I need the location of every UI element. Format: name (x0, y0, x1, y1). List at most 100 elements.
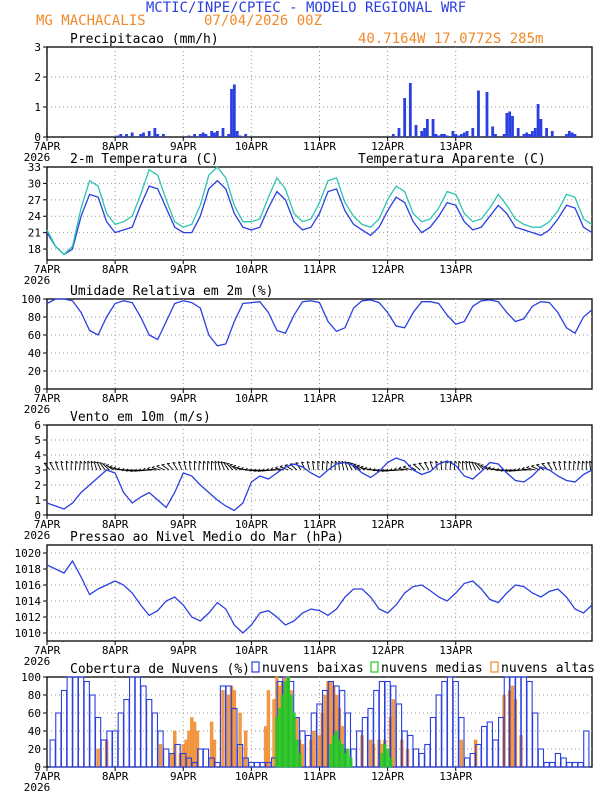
wind-barb-tip (65, 460, 69, 464)
wind-barb-tip (376, 468, 380, 472)
wind-barb (43, 462, 51, 471)
precip-bar (522, 134, 526, 137)
y-tick-label: 2 (34, 479, 41, 492)
wind-barb (558, 461, 562, 471)
x-year-label: 2026 (24, 151, 51, 164)
wind-barb-tip (198, 460, 202, 464)
x-tick-label: 9APR (170, 392, 197, 405)
wind-barb (471, 461, 477, 471)
series-line (46, 166, 593, 256)
cloud-bar (231, 707, 238, 768)
wind-barb (589, 461, 592, 471)
precip-bar (485, 92, 489, 137)
cloud-bar (532, 712, 539, 768)
wind-barb-tip (211, 460, 214, 464)
wind-barb-tip (183, 460, 187, 464)
panel-title: Pressao ao Nivel Medio do Mar (hPa) (70, 530, 344, 545)
precip-bar (434, 134, 438, 137)
wind-barb (424, 461, 430, 471)
panel-title: Umidade Relativa em 2m (%) (70, 284, 274, 299)
x-tick-label: 7APR (34, 263, 61, 276)
wind-barb (413, 463, 421, 471)
precip-bar (201, 132, 205, 137)
wind-barb-tip (295, 462, 299, 464)
x-tick-label: 9APR (170, 770, 197, 783)
precip-bar (491, 126, 495, 137)
wind-barb-tip (471, 461, 475, 464)
precip-bar (420, 131, 424, 137)
y-tick-label: 1014 (15, 595, 42, 608)
precip-bar (403, 98, 407, 137)
x-year-label: 2026 (24, 403, 51, 416)
panel-title: 2-m Temperatura (C) (70, 152, 219, 167)
wind-barb-tip (284, 464, 288, 466)
precip-bar (565, 134, 568, 137)
x-tick-label: 12APR (371, 140, 404, 153)
cloud-bar (340, 744, 344, 768)
wind-barb-tip (385, 468, 389, 472)
precip-bar (570, 132, 574, 137)
wind-barb-tip (474, 462, 478, 464)
y-tick-label: 0 (34, 509, 41, 522)
wind-barb-tip (389, 468, 393, 471)
wind-barb-tip (233, 464, 237, 467)
legend-swatch (370, 661, 379, 673)
wind-barb-tip (531, 464, 535, 467)
wind-barb-tip (552, 461, 557, 464)
y-tick-label: 6 (34, 419, 41, 432)
cloud-bar (181, 744, 185, 768)
precip-bar (437, 135, 441, 137)
precip-bar (505, 113, 509, 137)
wind-barb-tip (435, 460, 439, 464)
precip-bar (525, 132, 529, 137)
wind-barb-tip (458, 460, 462, 464)
x-tick-label: 8APR (102, 263, 129, 276)
y-tick-label: 1 (34, 101, 41, 114)
cloud-bar (209, 721, 214, 768)
wind-barb-tip (468, 461, 472, 464)
wind-barb-tip (331, 460, 334, 464)
cloud-bar (192, 721, 197, 768)
wind-barb (312, 461, 315, 471)
x-year-label: 2026 (24, 781, 51, 792)
y-tick-label: 40 (28, 725, 41, 738)
precip-bar (536, 104, 540, 137)
wind-barb-tip (270, 467, 274, 470)
wind-barb-tip (75, 460, 79, 464)
cloud-bar (300, 744, 305, 768)
panel-4: 0 1 2 3 4 5 6 7APR 8APR 9APR 10APR 11APR 12APR 13APR 2… (24, 410, 593, 542)
y-tick-label: 1018 (15, 563, 42, 576)
wind-barb (223, 462, 230, 471)
cloud-bar (295, 739, 299, 768)
x-tick-label: 13APR (439, 392, 472, 405)
wind-barb-tip (223, 462, 227, 464)
wind-barb-tip (573, 460, 577, 464)
y-tick-label: 24 (28, 210, 42, 223)
precip-bar (147, 131, 151, 137)
y-tick-label: 5 (34, 434, 41, 447)
cloud-bar (334, 730, 339, 768)
wind-barb (326, 460, 328, 471)
cloud-bar (583, 730, 590, 768)
series-line (46, 179, 593, 256)
x-tick-label: 7APR (34, 140, 61, 153)
x-tick-label: 11APR (303, 644, 336, 657)
y-tick-label: 80 (28, 689, 41, 702)
y-tick-label: 30 (28, 177, 41, 190)
precip-bar (440, 134, 443, 137)
wind-barb-tip (220, 461, 224, 464)
cloud-bar (337, 739, 342, 768)
y-tick-label: 27 (28, 194, 41, 207)
panel-title: Cobertura de Nuvens (%) (70, 662, 250, 677)
wind-barb (577, 460, 579, 471)
wind-barb-tip (360, 465, 364, 468)
x-tick-label: 13APR (439, 644, 472, 657)
wind-barb (356, 465, 366, 471)
wind-barb-tip (90, 460, 94, 464)
precip-bar (232, 84, 236, 137)
cloud-bar (323, 694, 327, 768)
x-tick-label: 8APR (102, 644, 129, 657)
page-title: MCTIC/INPE/CPTEC - MODELO REGIONAL WRF (146, 0, 466, 16)
precip-bar (244, 134, 248, 137)
